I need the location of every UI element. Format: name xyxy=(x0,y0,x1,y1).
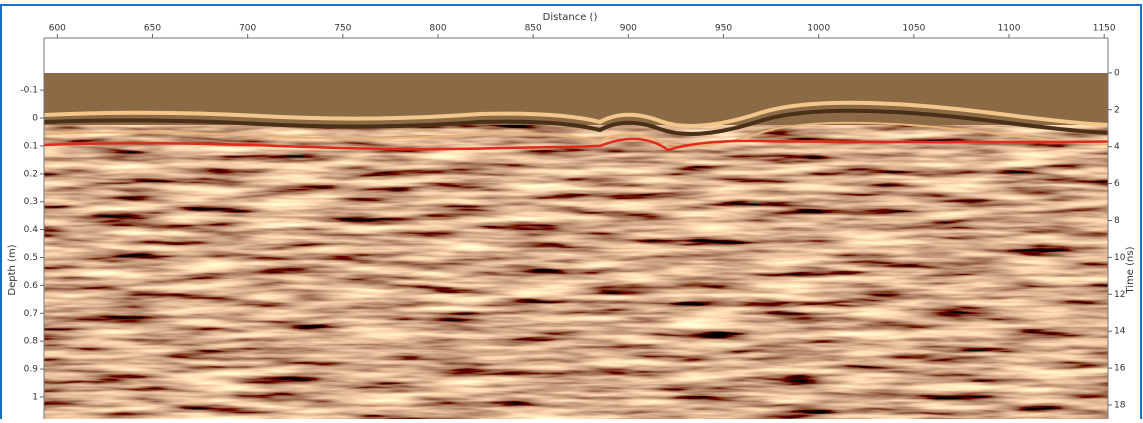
x-tick-label: 750 xyxy=(334,24,351,34)
y2-tick-label: 0 xyxy=(1114,68,1120,78)
y2-tick-label: 10 xyxy=(1114,253,1126,263)
x-tick-label: 1100 xyxy=(998,24,1021,34)
page: Distance () Depth (m) Time (ns) 60065070… xyxy=(0,0,1143,419)
y-axis-title: Depth (m) xyxy=(7,244,18,295)
x-tick-label: 950 xyxy=(715,24,732,34)
y2-tick-label: 6 xyxy=(1114,179,1120,189)
x-axis-title: Distance () xyxy=(543,12,598,23)
y-tick-label: 0.6 xyxy=(24,281,39,291)
radargram xyxy=(44,73,1129,419)
y2-tick-label: 8 xyxy=(1114,216,1120,226)
y-tick-label: 0.7 xyxy=(24,309,38,319)
y-tick-label: 1 xyxy=(32,392,38,402)
y-tick-label: 0 xyxy=(32,114,38,124)
x-tick-label: 1000 xyxy=(807,24,830,34)
x-tick-label: 1050 xyxy=(902,24,925,34)
y2-tick-label: 12 xyxy=(1114,290,1125,300)
x-tick-label: 800 xyxy=(429,24,446,34)
subsurface-texture xyxy=(44,125,1108,419)
y2-tick-label: 16 xyxy=(1114,364,1126,374)
y2-tick-label: 2 xyxy=(1114,105,1120,115)
y-tick-label: 0.2 xyxy=(24,169,38,179)
y-tick-label: 0.4 xyxy=(24,225,39,235)
y2-tick-label: 18 xyxy=(1114,400,1126,410)
x-tick-label: 900 xyxy=(620,24,637,34)
y-tick-label: 0.8 xyxy=(24,337,39,347)
x-tick-label: 1150 xyxy=(1093,24,1116,34)
y-tick-label: 0.9 xyxy=(24,365,39,375)
chart: Distance () Depth (m) Time (ns) 60065070… xyxy=(0,0,1143,419)
y2-tick-label: 14 xyxy=(1114,327,1126,337)
y-tick-label: 0.5 xyxy=(24,253,38,263)
y2-axis-title: Time (ns) xyxy=(1125,246,1136,294)
x-tick-label: 700 xyxy=(239,24,256,34)
y-tick-label: -0.1 xyxy=(20,86,38,96)
y-tick-label: 0.1 xyxy=(24,141,38,151)
y-tick-label: 0.3 xyxy=(24,197,38,207)
x-tick-label: 650 xyxy=(144,24,161,34)
x-tick-label: 600 xyxy=(49,24,66,34)
y2-tick-label: 4 xyxy=(1114,142,1120,152)
x-tick-label: 850 xyxy=(525,24,542,34)
